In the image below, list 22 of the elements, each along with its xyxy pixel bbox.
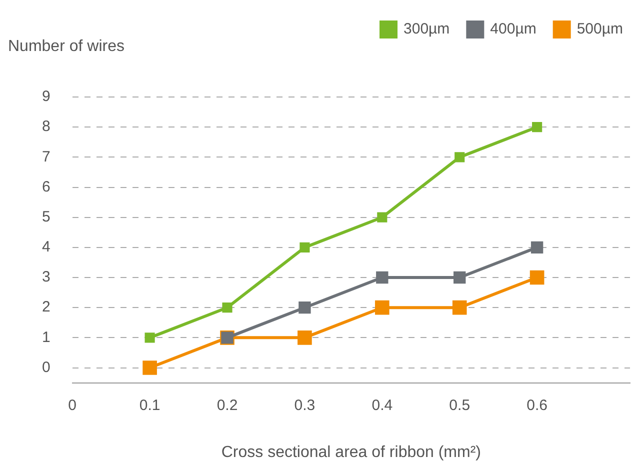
x-tick-label: 0.3: [294, 396, 316, 414]
y-tick-label: 5: [42, 208, 50, 226]
y-tick-label: 2: [42, 298, 50, 316]
y-tick-label: 9: [42, 88, 50, 106]
y-tick-label: 4: [42, 238, 50, 256]
y-axis-title: Number of wires: [8, 38, 124, 56]
y-tick-label: 1: [42, 328, 50, 346]
x-tick-label: 0.2: [216, 396, 238, 414]
x-tick-label: 0.1: [139, 396, 160, 414]
x-tick-label: 0.4: [372, 396, 393, 414]
y-tick-label: 0: [42, 358, 50, 376]
legend-label: 400µm: [490, 20, 536, 38]
x-tick-label: 0: [68, 396, 77, 414]
y-tick-label: 7: [42, 148, 50, 166]
x-tick-label: 0.6: [526, 396, 548, 414]
y-tick-label: 6: [42, 178, 50, 196]
legend-label: 500µm: [576, 20, 624, 38]
x-tick-label: 0.5: [449, 396, 470, 414]
x-axis-title: Cross sectional area of ribbon (mm²): [221, 444, 481, 461]
y-tick-label: 3: [42, 268, 50, 286]
y-tick-label: 8: [42, 118, 50, 136]
legend-label: 300µm: [404, 20, 450, 38]
